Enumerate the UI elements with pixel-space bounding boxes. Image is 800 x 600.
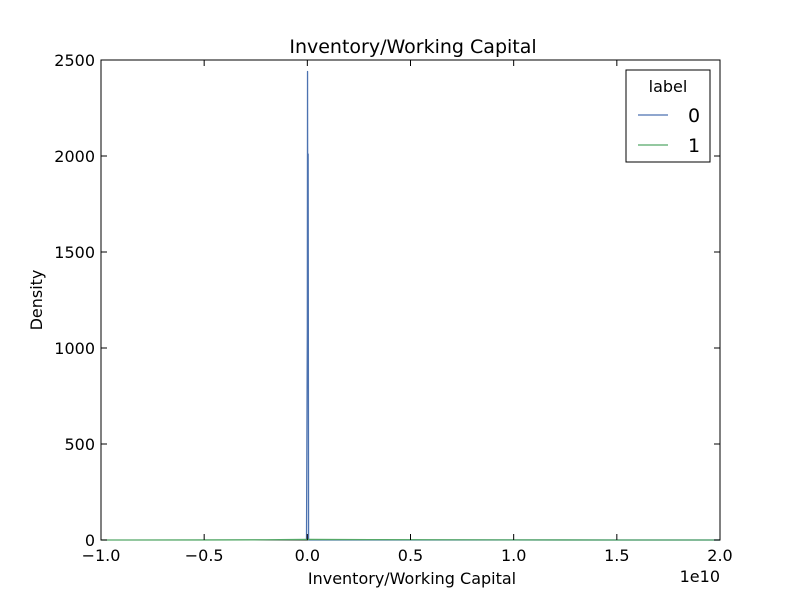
x-axis-ticks: −1.0 −0.5 0.0 0.5 1.0 1.5 2.0 [82,60,733,565]
y-tick-label: 500 [64,435,95,454]
legend: label 01 [625,69,711,163]
x-axis-offset-label: 1e10 [680,567,720,586]
legend-box [625,69,711,163]
series-line-1 [100,538,720,541]
legend-label-0: 0 [688,105,700,127]
y-axis-ticks: 0 500 1000 1500 2000 2500 [54,51,720,550]
chart-title: Inventory/Working Capital [289,36,536,58]
x-tick-label: 1.5 [604,546,629,565]
legend-label-1: 1 [688,135,700,157]
x-tick-label: −1.0 [82,546,121,565]
y-tick-label: 2000 [54,147,95,166]
x-axis-label: Inventory/Working Capital [308,569,516,588]
x-tick-label: −0.5 [185,546,224,565]
x-tick-label: 1.0 [501,546,526,565]
legend-entries: 01 [638,105,700,157]
x-tick-label: 0.5 [398,546,423,565]
y-tick-label: 1500 [54,243,95,262]
y-tick-label: 2500 [54,51,95,70]
y-axis-label: Density [27,270,46,331]
x-tick-label: 0.0 [295,546,320,565]
y-tick-label: 0 [85,531,95,550]
y-tick-label: 1000 [54,339,95,358]
legend-title: label [649,77,688,96]
x-tick-label: 2.0 [707,546,732,565]
series-layer [100,70,720,541]
